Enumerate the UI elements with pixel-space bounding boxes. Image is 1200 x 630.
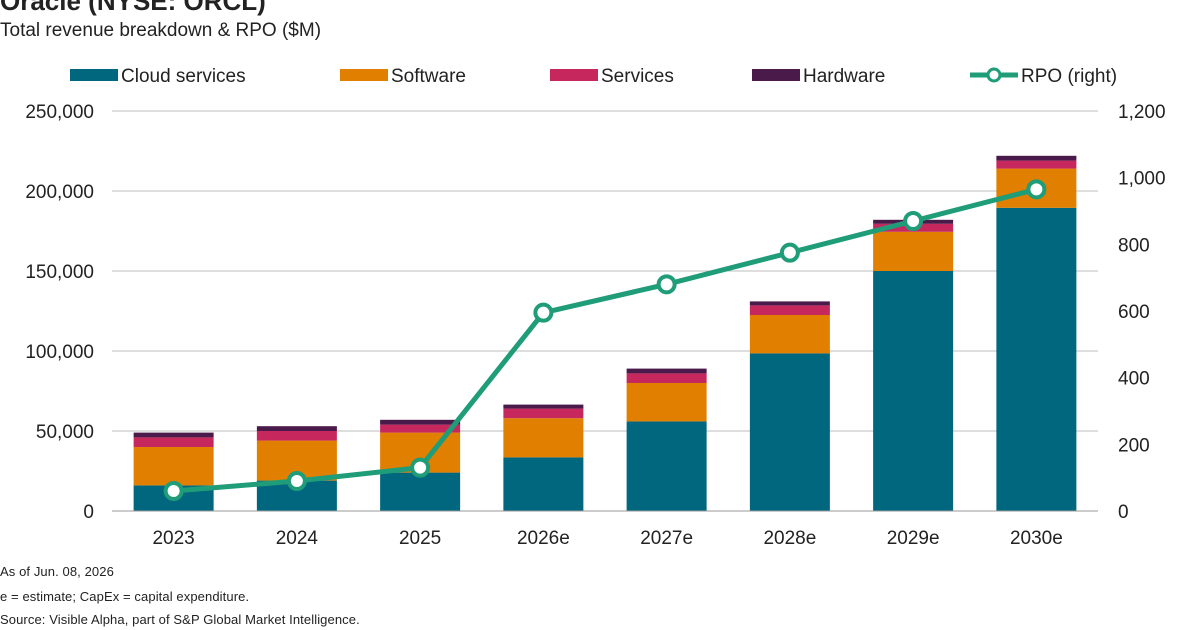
x-tick-label: 2028e [763,528,816,549]
note-estimate-definition: e = estimate; CapEx = capital expenditur… [0,589,250,604]
x-tick-label: 2024 [276,528,319,549]
x-axis-ticks: 2023 2024 2025 2026e 2027e 2028e 2029e 2030e [152,528,1062,549]
legend-label: RPO (right) [1021,66,1117,87]
legend-item-cloud-services: Cloud services [70,66,246,87]
legend-swatch [70,69,118,81]
right-tick-label: 0 [1118,502,1129,523]
bar-segment-cloud-services [503,457,584,511]
rpo-line-group [163,179,1047,501]
rpo-point [163,481,184,501]
rpo-point [286,471,307,491]
legend-item-rpo: RPO (right) [970,66,1117,87]
left-tick-label: 250,000 [25,102,94,123]
legend-marker [986,67,1002,83]
bar-segment-hardware [380,419,461,425]
left-axis-ticks: 0 50,000 100,000 150,000 200,000 250,000 [25,102,94,523]
legend-item-hardware: Hardware [752,66,885,87]
bar-segment-software [626,383,707,422]
right-tick-label: 1,200 [1118,102,1166,123]
legend: Cloud services Software Services Hardware RP… [70,66,1117,87]
rpo-line [173,186,1037,494]
legend-label: Services [601,66,674,87]
bar-segment-software [749,315,830,354]
chart-title: Oracle (NYSE: ORCL) [0,0,266,16]
bar-segment-cloud-services [996,207,1077,512]
x-tick-label: 2027e [640,528,693,549]
bar-segment-software [503,418,584,458]
bar-segment-software [133,447,214,486]
rpo-point [410,457,431,478]
right-tick-label: 800 [1118,235,1150,256]
bar-segment-hardware [626,368,707,374]
rpo-point [656,274,677,295]
note-source: Source: Visible Alpha, part of S&P Globa… [0,612,360,627]
bar-segment-hardware [749,301,830,306]
rpo-point [903,211,924,231]
bar-segment-cloud-services [749,353,830,511]
legend-swatch [340,69,388,81]
rpo-point [533,302,554,323]
note-as-of: As of Jun. 08, 2026 [0,564,114,579]
stacked-bars [133,155,1077,512]
x-tick-label: 2026e [517,528,570,549]
bar-segment-services [503,408,584,419]
legend-label: Cloud services [121,66,246,87]
bar-segment-cloud-services [626,421,707,511]
left-tick-label: 150,000 [25,262,94,283]
x-tick-label: 2029e [887,528,940,549]
bar-segment-services [626,373,707,383]
bar-segment-services [133,437,214,447]
legend-swatch [550,69,598,81]
legend-item-services: Services [550,66,674,87]
bar-segment-hardware [503,404,584,409]
left-tick-label: 100,000 [25,342,94,363]
right-tick-label: 600 [1118,302,1150,323]
bar-segment-cloud-services [380,472,461,511]
legend-label: Software [391,66,466,87]
chart-subtitle: Total revenue breakdown & RPO ($M) [0,20,322,41]
bar-segment-hardware [256,426,337,431]
bar-segment-services [996,160,1077,169]
rpo-point [1026,179,1047,200]
bar-segment-services [380,424,461,433]
x-tick-label: 2030e [1010,528,1063,549]
left-tick-label: 200,000 [25,182,94,203]
right-tick-label: 200 [1118,435,1150,456]
rpo-point [779,242,800,263]
left-tick-label: 0 [83,502,94,523]
legend-item-software: Software [340,66,466,87]
legend-swatch [752,69,800,81]
left-tick-label: 50,000 [36,422,94,443]
legend-label: Hardware [803,66,885,87]
bar-segment-cloud-services [873,271,954,511]
bar-segment-services [256,431,337,441]
right-tick-label: 1,000 [1118,169,1166,190]
bar-segment-hardware [996,155,1077,161]
x-tick-label: 2025 [399,528,441,549]
right-tick-label: 400 [1118,369,1150,390]
right-axis-ticks: 0 200 400 600 800 1,000 1,200 [1118,102,1166,523]
bar-segment-services [749,305,830,315]
x-tick-label: 2023 [152,528,194,549]
bar-segment-hardware [133,432,214,438]
bar-segment-software [873,231,954,271]
